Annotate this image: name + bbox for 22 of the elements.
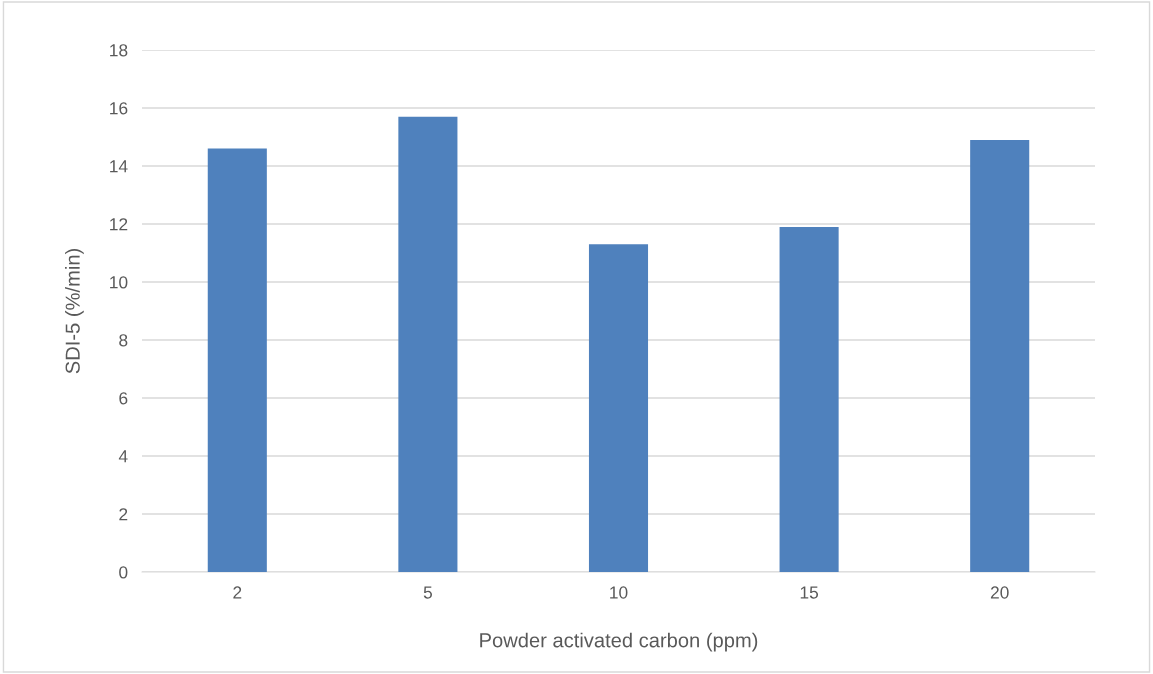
x-tick-label: 2 (233, 586, 242, 599)
x-tick-label: 10 (610, 586, 628, 599)
x-tick-label: 15 (800, 586, 819, 599)
y-tick-label: 6 (119, 392, 128, 405)
y-tick-label: 10 (110, 276, 128, 289)
bar (970, 139, 1030, 572)
y-tick-label: 4 (118, 450, 128, 463)
y-tick-label: 0 (119, 566, 128, 579)
bar (779, 226, 839, 572)
x-tick-label: 5 (423, 586, 432, 599)
y-tick-label: 18 (110, 44, 128, 57)
y-tick-label: 2 (119, 508, 128, 521)
y-tick-label: 14 (110, 160, 128, 173)
bar (207, 148, 267, 572)
x-tick-label: 20 (990, 586, 1009, 599)
bar (588, 244, 649, 572)
y-axis-title: SDI-5 (%/min) (65, 249, 84, 374)
y-tick-label: 16 (110, 102, 128, 115)
x-axis-title: Powder activated carbon (ppm) (480, 632, 758, 652)
bar (398, 116, 458, 572)
y-tick-label: 8 (119, 334, 128, 347)
y-tick-label: 12 (110, 218, 128, 231)
